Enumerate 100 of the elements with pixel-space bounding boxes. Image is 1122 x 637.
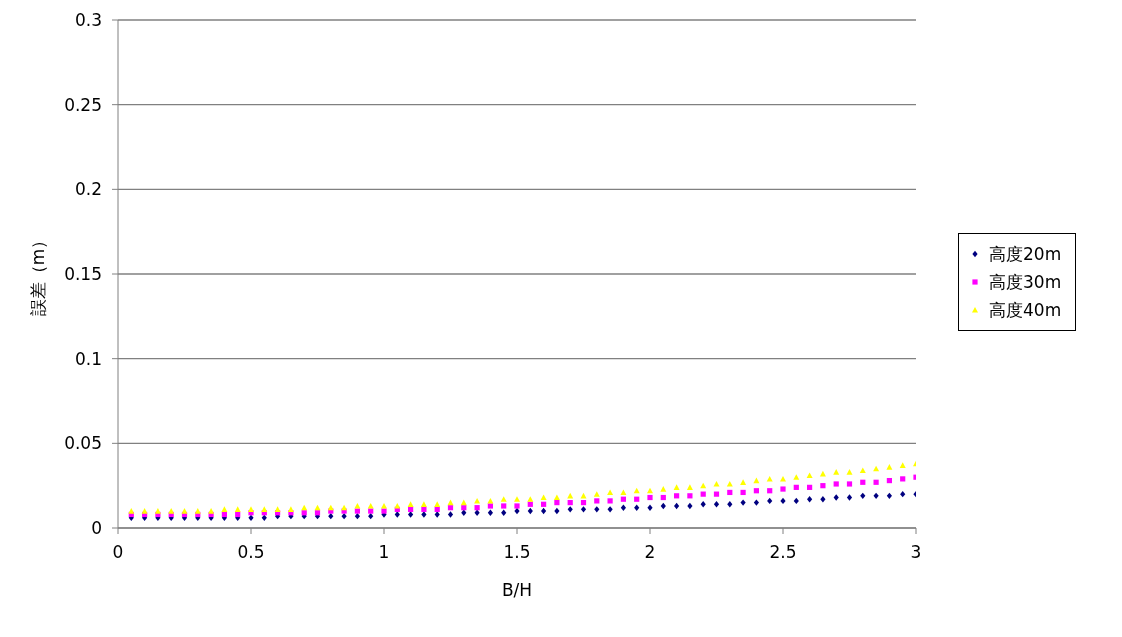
point xyxy=(713,480,720,487)
point xyxy=(461,509,467,516)
x-tick-label: 3 xyxy=(910,542,922,563)
x-tick-label: 0.5 xyxy=(237,542,265,563)
y-axis-title: 誤差（m） xyxy=(28,231,49,317)
point xyxy=(553,494,560,501)
point xyxy=(700,501,706,508)
point xyxy=(381,502,387,509)
point xyxy=(235,511,241,518)
point xyxy=(501,503,507,509)
point xyxy=(753,499,759,506)
point xyxy=(554,507,560,515)
point xyxy=(807,496,813,503)
point xyxy=(181,508,188,514)
point xyxy=(567,500,573,506)
point xyxy=(421,506,427,512)
point xyxy=(634,504,640,511)
point xyxy=(620,496,626,502)
point xyxy=(713,501,720,508)
point xyxy=(713,491,720,497)
legend-label: 高度40m xyxy=(989,298,1062,322)
point xyxy=(594,506,600,513)
point xyxy=(487,503,493,509)
point xyxy=(860,479,866,485)
point xyxy=(341,504,348,511)
point xyxy=(128,508,135,514)
point xyxy=(421,511,427,518)
point xyxy=(420,501,427,507)
point xyxy=(833,469,840,475)
point xyxy=(514,496,520,502)
point xyxy=(541,507,547,515)
point xyxy=(394,511,400,518)
point xyxy=(900,476,906,482)
point xyxy=(767,497,773,505)
point xyxy=(607,498,613,504)
point xyxy=(580,500,587,506)
point xyxy=(886,492,892,500)
y-tick-label: 0.25 xyxy=(64,94,102,115)
point xyxy=(899,462,906,468)
point xyxy=(301,510,307,516)
point xyxy=(474,505,480,511)
point xyxy=(727,489,733,496)
point xyxy=(846,469,853,475)
y-tick-label: 0.2 xyxy=(74,179,102,200)
point xyxy=(234,506,241,512)
point xyxy=(354,508,360,514)
point xyxy=(447,505,454,511)
point xyxy=(487,497,494,504)
y-tick-label: 0 xyxy=(91,518,102,539)
point xyxy=(500,496,507,502)
point xyxy=(620,489,627,496)
point xyxy=(194,508,201,514)
point xyxy=(287,506,294,512)
point xyxy=(806,472,813,479)
point xyxy=(859,467,866,474)
point xyxy=(687,493,693,499)
y-tick-label: 0.3 xyxy=(74,10,102,31)
point xyxy=(381,508,387,514)
point xyxy=(168,508,175,514)
point xyxy=(540,494,547,501)
point xyxy=(846,481,853,487)
point xyxy=(726,480,733,487)
point xyxy=(740,479,747,485)
point xyxy=(727,501,733,508)
x-tick-label: 2 xyxy=(644,542,656,563)
point xyxy=(541,501,547,507)
point xyxy=(221,506,228,512)
point xyxy=(780,486,786,492)
point xyxy=(607,489,614,496)
point xyxy=(674,502,680,510)
point xyxy=(514,503,520,509)
point xyxy=(620,504,626,511)
point xyxy=(408,506,414,512)
point xyxy=(873,492,879,500)
point xyxy=(900,490,906,498)
point xyxy=(434,511,440,518)
point xyxy=(394,502,401,509)
point xyxy=(673,484,680,490)
point xyxy=(354,512,360,520)
point xyxy=(407,501,414,507)
point xyxy=(474,497,481,504)
point xyxy=(261,514,267,522)
point xyxy=(873,479,879,485)
y-tick-label: 0.15 xyxy=(64,264,102,285)
point xyxy=(647,494,653,501)
point xyxy=(154,508,161,514)
point xyxy=(886,477,892,484)
x-tick-label: 1 xyxy=(378,542,390,563)
point xyxy=(367,502,374,509)
point xyxy=(261,506,268,512)
point xyxy=(554,500,560,506)
point xyxy=(248,514,254,522)
point xyxy=(793,497,799,505)
point xyxy=(674,493,680,499)
point xyxy=(740,499,746,506)
point xyxy=(767,488,773,494)
x-tick-label: 1.5 xyxy=(503,542,531,563)
point xyxy=(527,496,534,502)
point xyxy=(833,481,839,487)
point xyxy=(860,492,866,500)
